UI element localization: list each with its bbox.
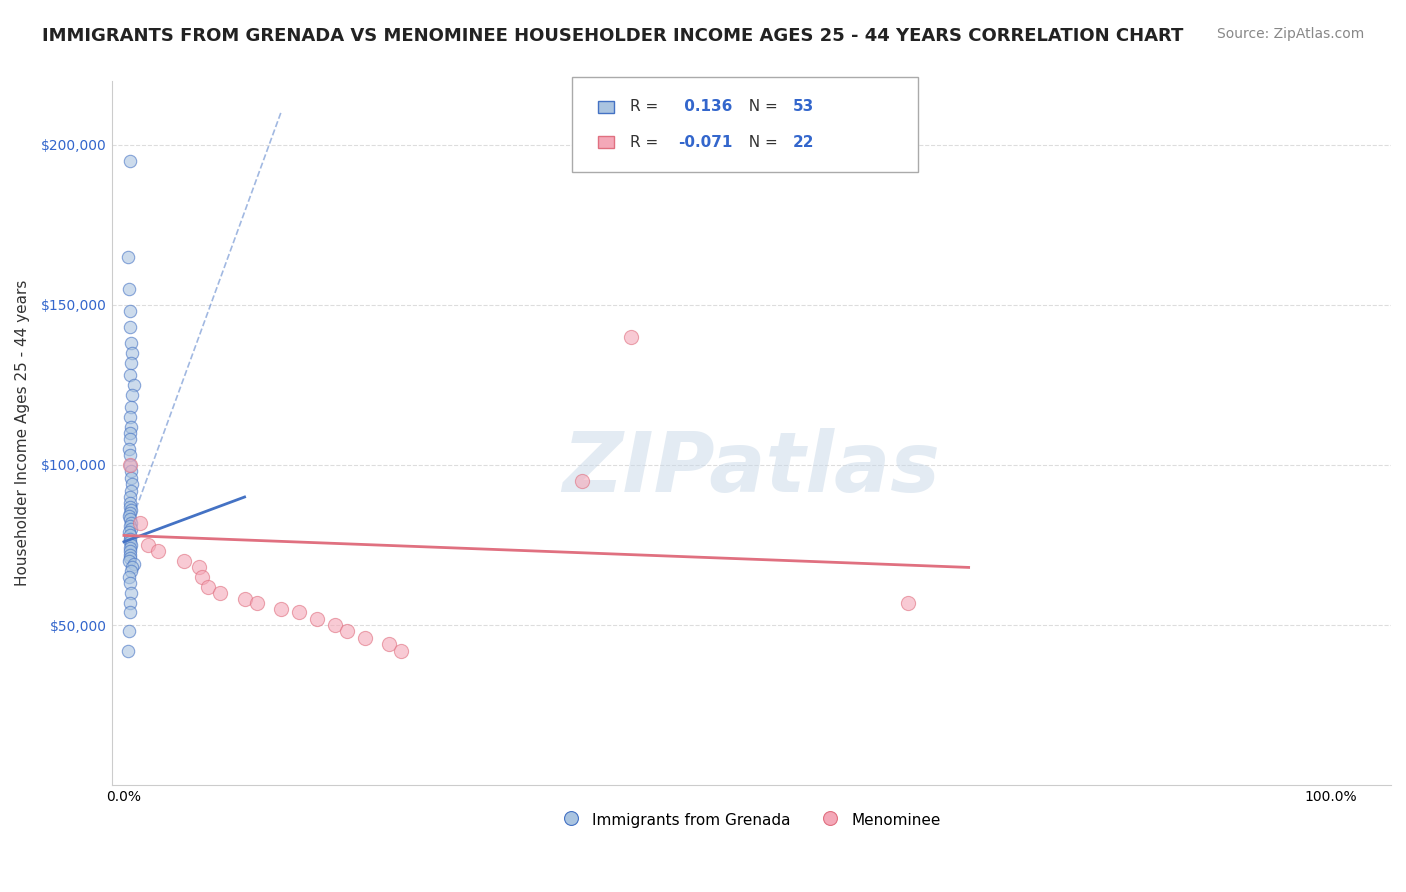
FancyBboxPatch shape [598, 101, 614, 113]
Point [197, 580, 219, 594]
Point [120, 586, 142, 600]
Point [305, 612, 328, 626]
Point [118, 282, 141, 296]
Point [391, 643, 413, 657]
Y-axis label: Householder Income Ages 25 - 44 years: Householder Income Ages 25 - 44 years [15, 280, 30, 586]
Text: N =: N = [738, 99, 782, 114]
Point [121, 346, 143, 360]
Point [118, 320, 141, 334]
Point [118, 458, 141, 472]
Point [120, 419, 142, 434]
Point [136, 538, 159, 552]
Text: N =: N = [738, 135, 782, 150]
Point [120, 564, 142, 578]
Point [620, 330, 643, 344]
Point [121, 477, 143, 491]
Legend: Immigrants from Grenada, Menominee: Immigrants from Grenada, Menominee [555, 805, 948, 834]
Point [118, 433, 141, 447]
Point [128, 516, 150, 530]
Point [118, 500, 141, 514]
Point [118, 544, 141, 558]
Point [120, 464, 142, 478]
Point [118, 534, 141, 549]
Point [120, 401, 142, 415]
Point [146, 544, 169, 558]
Point [118, 409, 141, 424]
Point [246, 596, 269, 610]
Point [336, 624, 359, 639]
Text: ZIPatlas: ZIPatlas [562, 427, 941, 508]
Point [122, 558, 145, 572]
Point [270, 602, 292, 616]
Text: 0.136: 0.136 [679, 99, 733, 114]
Point [118, 576, 141, 591]
Point [120, 336, 142, 351]
Point [378, 637, 401, 651]
Point [120, 483, 142, 498]
Point [571, 474, 593, 488]
Point [117, 250, 139, 264]
Point [191, 570, 214, 584]
Point [118, 554, 141, 568]
Point [118, 541, 141, 556]
Point [120, 355, 142, 369]
Text: R =: R = [630, 99, 664, 114]
Point [354, 631, 377, 645]
Point [118, 548, 141, 562]
Point [121, 560, 143, 574]
Point [118, 624, 141, 639]
Point [118, 506, 141, 520]
Point [118, 596, 141, 610]
Point [118, 496, 141, 510]
Point [187, 560, 209, 574]
Point [118, 490, 141, 504]
Point [118, 518, 141, 533]
Point [118, 458, 141, 472]
Point [897, 596, 920, 610]
Point [118, 532, 141, 546]
FancyBboxPatch shape [598, 136, 614, 148]
Text: 22: 22 [793, 135, 814, 150]
Point [118, 509, 141, 524]
Point [209, 586, 232, 600]
Point [118, 425, 141, 440]
Point [118, 605, 141, 619]
Point [122, 378, 145, 392]
Point [118, 368, 141, 383]
Point [120, 522, 142, 536]
Point [118, 525, 141, 540]
Point [117, 643, 139, 657]
Point [118, 528, 141, 542]
Point [118, 550, 141, 565]
Point [118, 442, 141, 456]
Point [118, 153, 141, 168]
Point [288, 605, 311, 619]
Point [121, 387, 143, 401]
FancyBboxPatch shape [572, 78, 918, 172]
Text: 53: 53 [793, 99, 814, 114]
Text: IMMIGRANTS FROM GRENADA VS MENOMINEE HOUSEHOLDER INCOME AGES 25 - 44 YEARS CORRE: IMMIGRANTS FROM GRENADA VS MENOMINEE HOU… [42, 27, 1184, 45]
Point [173, 554, 195, 568]
Text: R =: R = [630, 135, 664, 150]
Point [120, 538, 142, 552]
Point [118, 449, 141, 463]
Point [118, 570, 141, 584]
Text: Source: ZipAtlas.com: Source: ZipAtlas.com [1216, 27, 1364, 41]
Point [118, 512, 141, 526]
Point [120, 516, 142, 530]
Point [118, 304, 141, 318]
Point [120, 471, 142, 485]
Text: -0.071: -0.071 [679, 135, 733, 150]
Point [120, 503, 142, 517]
Point [233, 592, 256, 607]
Point [323, 618, 346, 632]
